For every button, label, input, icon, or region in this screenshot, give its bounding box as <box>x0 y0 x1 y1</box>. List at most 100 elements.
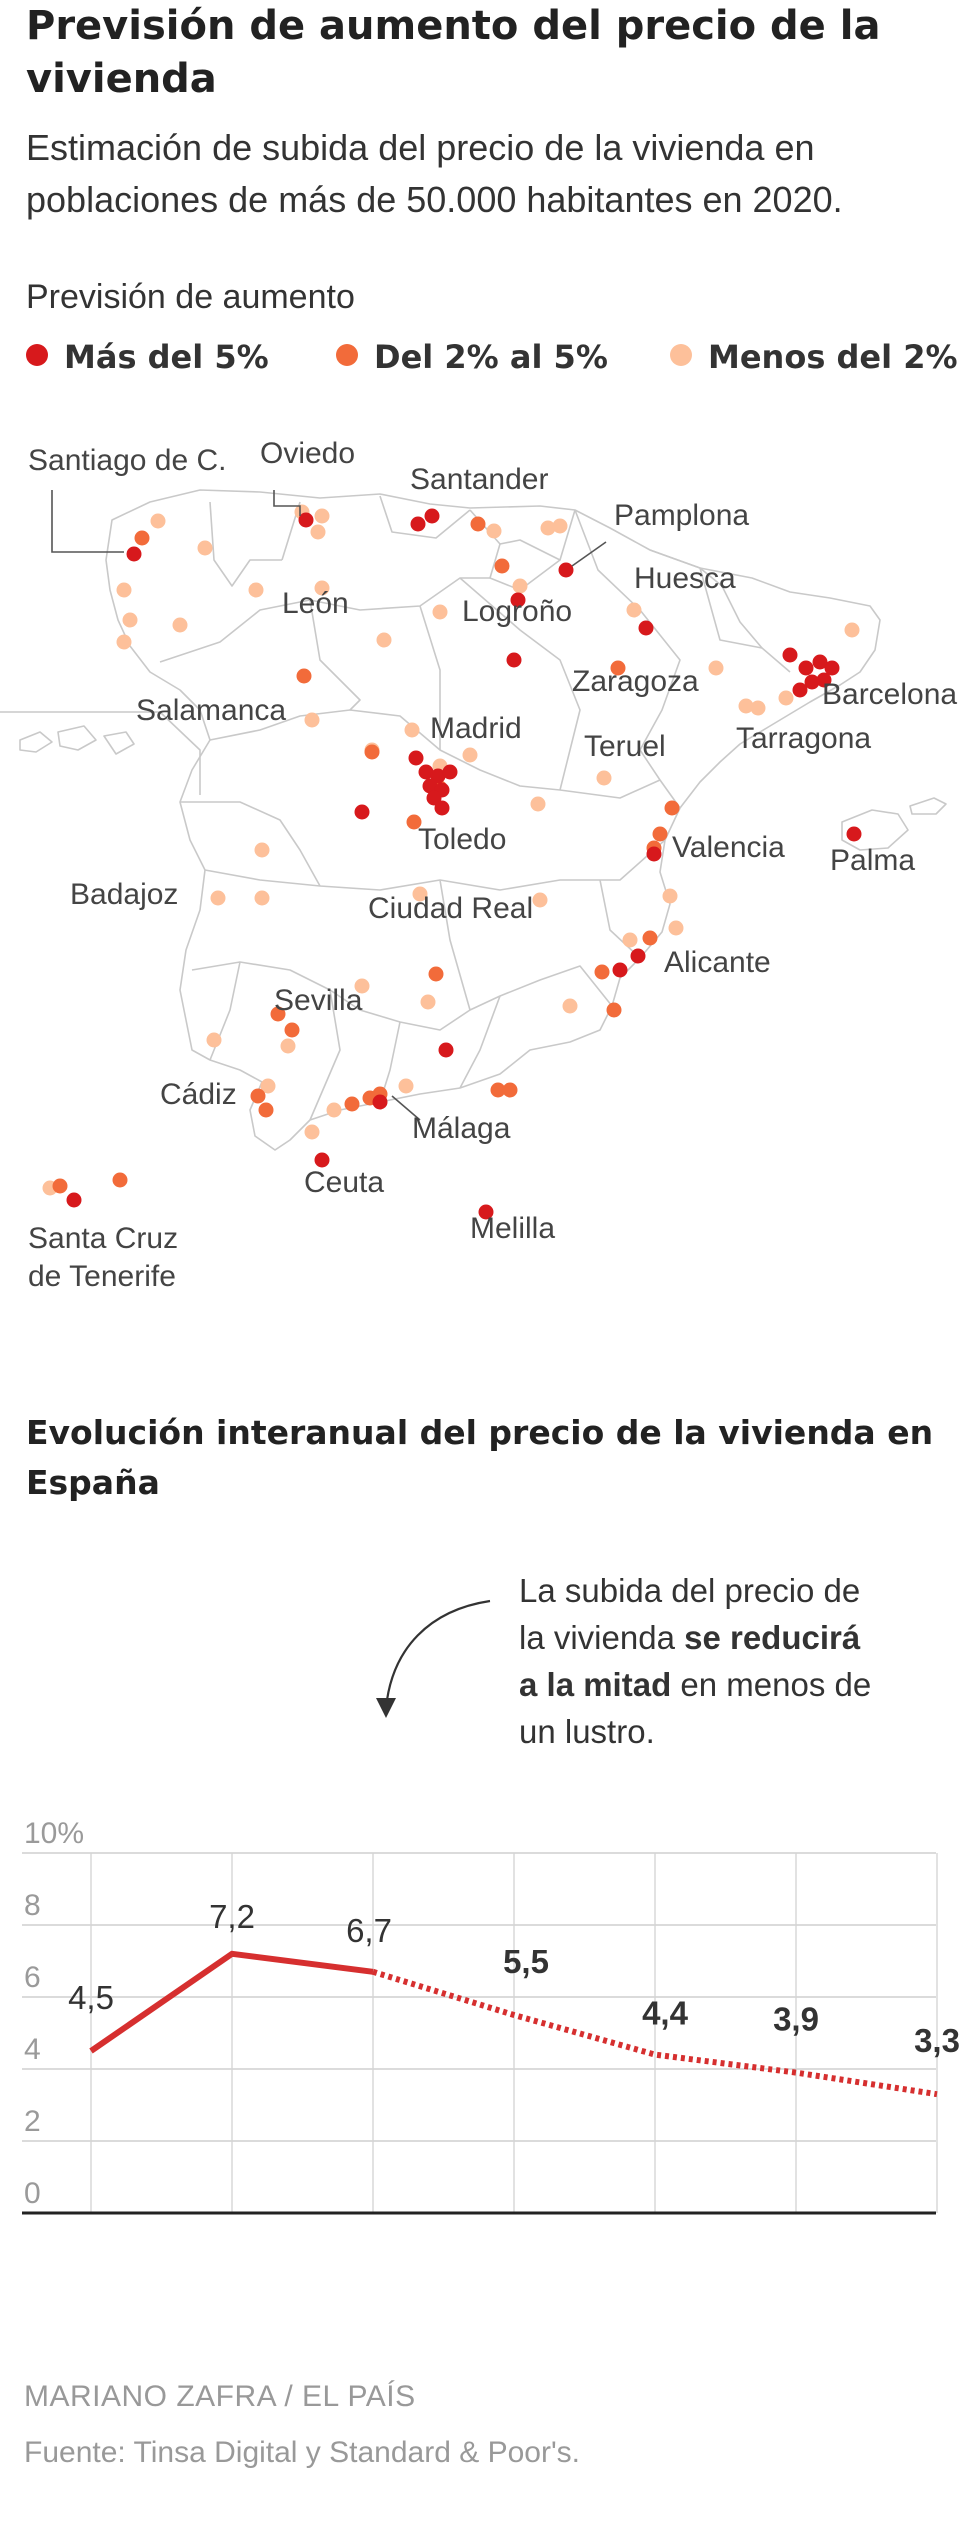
city-dot <box>750 700 766 716</box>
city-dot <box>270 1006 286 1022</box>
city-dot <box>778 690 794 706</box>
map-label-barcelona: Barcelona <box>822 678 957 711</box>
line-chart: 10% 8 6 4 2 0 2016 2017 2018 2019 2020 2021 2022 4,5 7… <box>22 1572 974 2250</box>
city-dot <box>66 1192 82 1208</box>
city-dot <box>478 1204 494 1220</box>
city-dot <box>594 964 610 980</box>
city-dot <box>298 512 314 528</box>
city-dot <box>326 1102 342 1118</box>
city-dot <box>126 546 142 562</box>
city-dot <box>210 890 226 906</box>
x-tick-label: 2016 <box>54 2249 127 2250</box>
annotation-text-line: la vivienda se reducirá <box>519 1619 861 1656</box>
city-dot <box>172 617 188 633</box>
map-label-sevilla: Sevilla <box>274 984 363 1017</box>
city-dot <box>462 747 478 763</box>
city-dot <box>470 516 486 532</box>
city-dot <box>52 1178 68 1194</box>
page-subtitle: Estimación de subida del precio de la vi… <box>26 127 843 220</box>
city-dot <box>122 612 138 628</box>
map-label-melilla: Melilla <box>470 1212 555 1245</box>
map-label-zaragoza: Zaragoza <box>572 665 699 698</box>
map-label-salamanca: Salamanca <box>136 694 286 727</box>
city-dot <box>846 826 862 842</box>
mallorca-outline <box>841 809 909 851</box>
city-dot <box>150 513 166 529</box>
peach-dot-icon <box>670 344 692 366</box>
legend: Más del 5% Del 2% al 5% Menos del 2% <box>26 338 976 382</box>
city-dot <box>596 770 612 786</box>
city-dot <box>844 622 860 638</box>
city-dot <box>424 508 440 524</box>
map-label-teruel: Teruel <box>584 730 666 763</box>
city-dot <box>552 518 568 534</box>
city-dot <box>248 582 264 598</box>
city-dot <box>197 540 213 556</box>
city-dot <box>662 888 678 904</box>
city-dot <box>652 826 668 842</box>
city-dot <box>512 578 528 594</box>
x-tick-label: 2022 <box>900 2249 973 2250</box>
data-label: 3,3 <box>914 2022 960 2059</box>
annotation-arrowhead <box>376 1698 396 1718</box>
city-dot <box>502 1082 518 1098</box>
city-dot <box>296 668 312 684</box>
map-label-alicante: Alicante <box>664 946 771 979</box>
annotation-emphasis: se reducirá <box>684 1619 861 1656</box>
orange-dot-icon <box>336 344 358 366</box>
city-dot <box>668 920 684 936</box>
city-dot <box>558 562 574 578</box>
city-dot <box>738 698 754 714</box>
city-dot <box>372 1094 388 1110</box>
spain-map: Santiago de C. Oviedo Santander Pamplona… <box>0 437 957 1293</box>
city-dot <box>626 602 642 618</box>
city-dot <box>442 764 458 780</box>
y-tick-label: 4 <box>24 2033 41 2066</box>
legend-item-high: Más del 5% <box>26 338 269 376</box>
city-dot <box>638 620 654 636</box>
data-label: 3,9 <box>773 2001 819 2038</box>
x-tick-label: 2018 <box>336 2249 409 2250</box>
legend-item-mid: Del 2% al 5% <box>336 338 608 376</box>
city-dot <box>304 1124 320 1140</box>
city-dot <box>404 722 420 738</box>
city-dot <box>642 930 658 946</box>
city-dot <box>824 660 840 676</box>
city-labels: Santiago de C. Oviedo Santander Pamplona… <box>28 437 957 1293</box>
city-dot <box>112 1172 128 1188</box>
city-dot <box>630 948 646 964</box>
data-label: 6,7 <box>346 1912 392 1949</box>
y-tick-label: 10% <box>24 1817 84 1850</box>
map-label-ceuta: Ceuta <box>304 1166 384 1199</box>
city-dot <box>314 580 330 596</box>
x-tick-label: 2020 <box>618 2249 691 2250</box>
city-dot <box>344 1096 360 1112</box>
map-label-logrono: Logroño <box>462 595 572 628</box>
city-dot <box>646 846 662 862</box>
city-dot <box>428 966 444 982</box>
annotation-arrow <box>384 1599 491 1709</box>
map-label-huesca: Huesca <box>634 562 736 595</box>
data-label: 7,2 <box>209 1898 255 1935</box>
city-dot <box>494 558 510 574</box>
city-dot <box>314 1152 330 1168</box>
map-label-pamplona: Pamplona <box>614 499 749 532</box>
city-dot <box>792 682 808 698</box>
city-dot <box>376 632 392 648</box>
city-dot <box>116 582 132 598</box>
page-title: Previsión de aumento del precio de la vi… <box>26 3 881 102</box>
city-dot <box>610 660 626 676</box>
city-dot <box>430 768 446 784</box>
city-dot <box>622 932 638 948</box>
map-label-oviedo: Oviedo <box>260 437 355 470</box>
map-label-madrid: Madrid <box>430 712 522 745</box>
annotation-text: en menos de <box>671 1666 871 1703</box>
source-text: Fuente: Tinsa Digital y Standard & Poor'… <box>24 2436 581 2469</box>
city-dot <box>506 652 522 668</box>
map-label-malaga: Málaga <box>412 1112 511 1145</box>
city-dot <box>408 750 424 766</box>
city-dot <box>116 634 132 650</box>
city-dot <box>532 892 548 908</box>
map-label-valencia: Valencia <box>672 831 785 864</box>
city-dot <box>708 660 724 676</box>
